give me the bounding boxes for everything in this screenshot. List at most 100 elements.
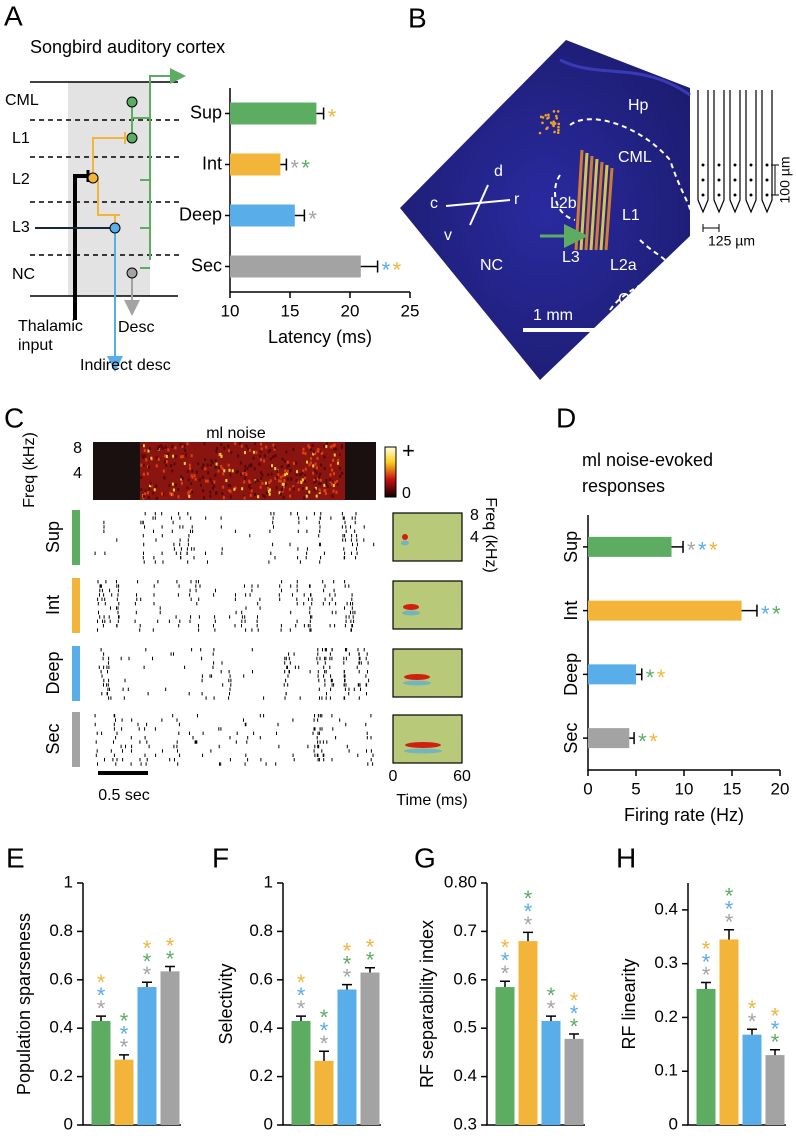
- track: [599, 164, 609, 251]
- noise-cell: [179, 443, 182, 447]
- noise-cell: [146, 472, 149, 476]
- noise-cell: [245, 472, 248, 476]
- neuron: [126, 132, 138, 144]
- bar: [137, 987, 157, 1125]
- noise-cell: [267, 486, 270, 490]
- noise-cell: [280, 488, 283, 492]
- noise-cell: [326, 484, 329, 488]
- noise-cell: [302, 451, 305, 455]
- input-label: input: [18, 337, 53, 354]
- significance: *: [297, 970, 306, 995]
- noise-cell: [269, 465, 272, 469]
- noise-cell: [340, 444, 343, 448]
- orientation-label: v: [444, 227, 452, 244]
- y-tick-label: 0.4: [49, 1018, 73, 1037]
- noise-cell: [217, 453, 220, 457]
- noise-cell: [315, 494, 318, 498]
- noise-cell: [254, 480, 257, 484]
- label-spot: [539, 115, 543, 119]
- noise-cell: [277, 473, 280, 477]
- significance: *: [343, 964, 352, 989]
- noise-cell: [186, 442, 189, 446]
- noise-cell: [197, 462, 200, 466]
- noise-cell: [274, 454, 277, 458]
- error-bar: [165, 965, 175, 972]
- error-bar: [747, 1028, 757, 1035]
- panel-label: G: [414, 842, 436, 873]
- layer-borders: [30, 119, 180, 256]
- noise-cell: [241, 487, 244, 491]
- neuron: [109, 222, 121, 234]
- tick-label: 8: [470, 507, 479, 524]
- noise-cell: [337, 458, 340, 462]
- noise-cell: [292, 487, 295, 491]
- noise-cell: [330, 482, 333, 486]
- noise-cell: [217, 466, 220, 470]
- row-label: Sec: [43, 723, 63, 754]
- x-tick-label: 0: [583, 779, 592, 798]
- significance: *: [166, 933, 175, 958]
- tick-label: 0: [389, 768, 398, 785]
- noise-cell: [305, 486, 308, 490]
- noise-cell: [300, 480, 303, 484]
- noise-cell: [241, 471, 244, 475]
- orientation-label: r: [514, 191, 520, 208]
- label-spot: [557, 122, 561, 126]
- significance: *: [343, 951, 352, 976]
- orientation: [469, 184, 489, 226]
- noise-cell: [243, 480, 246, 484]
- significance: *: [657, 665, 666, 690]
- bar: [230, 255, 361, 278]
- noise-cell: [222, 496, 225, 500]
- bar: [588, 664, 636, 685]
- noise-cell: [171, 444, 174, 448]
- neuron: [87, 172, 99, 184]
- noise-cell: [254, 442, 257, 446]
- site: [717, 163, 721, 167]
- noise-cell: [244, 451, 247, 455]
- noise-cell: [306, 492, 309, 496]
- noise-cell: [258, 462, 261, 466]
- significance: *: [97, 996, 106, 1021]
- row-label: Int: [43, 595, 63, 615]
- noise-cell: [142, 463, 145, 467]
- noise-cell: [148, 487, 151, 491]
- region-label: L1: [622, 207, 640, 224]
- noise-cell: [274, 445, 277, 449]
- noise-cell: [329, 463, 332, 467]
- site: [765, 163, 769, 167]
- noise-cell: [302, 447, 305, 451]
- error-bar: [701, 981, 711, 989]
- noise-cell: [239, 461, 242, 465]
- bar: [114, 1059, 134, 1125]
- spectrogram-texture: [140, 442, 344, 500]
- strf-inhib: [401, 540, 409, 546]
- y-tick-label: 0.2: [249, 1066, 273, 1085]
- y-axis-label: Population sparseness: [14, 913, 34, 1095]
- label-spot: [546, 126, 549, 129]
- noise-cell: [171, 482, 174, 486]
- noise-cell: [325, 482, 328, 486]
- y-tick-label: 0.2: [654, 1007, 678, 1026]
- axis-label: Time (ms): [396, 792, 467, 809]
- significance: *: [702, 936, 711, 961]
- error-bar: [569, 1033, 579, 1039]
- noise-cell: [144, 454, 147, 458]
- noise-cell: [313, 469, 316, 473]
- noise-cell: [199, 483, 202, 487]
- significance: *: [97, 983, 106, 1008]
- noise-cell: [187, 478, 190, 482]
- track: [594, 161, 604, 251]
- significance: *: [709, 538, 718, 563]
- y-axis-label: Selectivity: [216, 963, 236, 1044]
- noise-cell: [265, 445, 268, 449]
- noise-cell: [186, 486, 189, 490]
- noise-cell: [332, 458, 335, 462]
- label-spot: [556, 110, 560, 113]
- noise-cell: [268, 488, 271, 492]
- noise-cell: [263, 459, 266, 463]
- x-tick-label: 10: [675, 779, 694, 798]
- region-label: CML: [618, 149, 652, 166]
- significance: *: [771, 1004, 780, 1029]
